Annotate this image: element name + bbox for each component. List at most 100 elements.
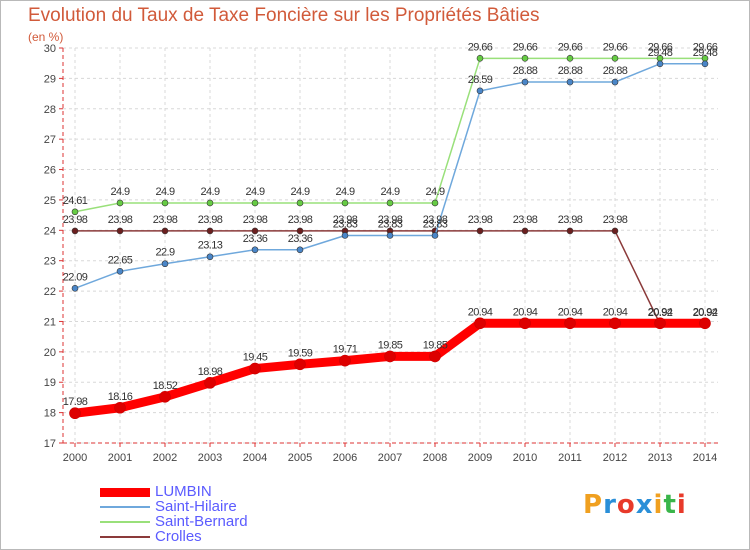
point-lumbin xyxy=(204,377,216,389)
chart-unit: (en %) xyxy=(28,30,64,44)
data-label-saint-bernard: 24.9 xyxy=(200,186,219,198)
x-tick-label: 2005 xyxy=(288,452,312,464)
data-label-saint-bernard: 29.66 xyxy=(648,41,673,53)
data-label-crolles: 23.98 xyxy=(513,214,538,226)
data-label-saint-bernard: 24.9 xyxy=(290,186,309,198)
point-lumbin xyxy=(114,401,126,414)
legend-swatch xyxy=(100,487,150,497)
data-label-saint-hilaire: 29.48 xyxy=(693,47,718,59)
data-label-saint-bernard: 24.9 xyxy=(335,186,354,198)
point-saint-bernard xyxy=(521,55,529,62)
y-tick-label: 22 xyxy=(44,286,56,298)
point-crolles xyxy=(521,227,529,235)
data-label-saint-hilaire: 22.09 xyxy=(63,271,88,283)
point-saint-hilaire xyxy=(431,232,439,239)
data-label-crolles: 23.98 xyxy=(558,214,583,226)
data-label-crolles: 23.98 xyxy=(423,214,448,226)
x-tick-label: 2011 xyxy=(558,452,582,464)
legend-label: Crolles xyxy=(155,528,202,545)
data-label-lumbin: 18.16 xyxy=(108,391,133,403)
y-tick-label: 25 xyxy=(44,195,56,207)
data-label-lumbin: 20.94 xyxy=(558,306,583,318)
proxiti-logo: Proxiti xyxy=(583,490,687,520)
data-label-saint-bernard: 29.66 xyxy=(693,41,718,53)
logo-letter: P xyxy=(583,490,604,520)
data-label-crolles: 23.98 xyxy=(198,214,223,226)
data-label-lumbin: 20.94 xyxy=(693,306,718,318)
x-tick-label: 2014 xyxy=(693,452,717,464)
x-tick-label: 2001 xyxy=(108,452,132,464)
y-tick-label: 20 xyxy=(44,347,56,359)
logo-letter: x xyxy=(635,490,654,520)
x-tick-label: 2008 xyxy=(423,452,447,464)
data-label-crolles: 23.98 xyxy=(108,214,133,226)
data-label-saint-bernard: 24.9 xyxy=(155,186,174,198)
data-label-crolles: 23.98 xyxy=(333,214,358,226)
data-label-saint-hilaire: 23.36 xyxy=(288,233,313,245)
point-crolles xyxy=(116,227,124,235)
x-tick-label: 2012 xyxy=(603,452,627,464)
data-label-saint-hilaire: 29.48 xyxy=(648,47,673,59)
y-tick-label: 29 xyxy=(44,73,56,85)
y-tick-label: 24 xyxy=(44,225,56,237)
point-saint-hilaire xyxy=(386,232,394,239)
point-saint-hilaire xyxy=(206,253,214,261)
x-tick-label: 2003 xyxy=(198,452,222,464)
point-crolles xyxy=(71,227,79,235)
point-saint-hilaire xyxy=(701,60,709,68)
point-saint-hilaire xyxy=(611,78,619,86)
data-label-saint-bernard: 29.66 xyxy=(558,41,583,53)
point-lumbin xyxy=(474,317,486,330)
y-tick-label: 21 xyxy=(44,316,56,328)
data-label-lumbin: 20.94 xyxy=(603,306,628,318)
point-lumbin xyxy=(159,391,171,403)
data-label-crolles: 23.98 xyxy=(468,214,493,226)
point-saint-hilaire xyxy=(656,60,664,68)
y-tick-label: 26 xyxy=(44,165,56,177)
point-saint-hilaire xyxy=(476,87,484,95)
legend-swatch xyxy=(100,536,150,538)
x-tick-label: 2006 xyxy=(333,452,357,464)
point-lumbin xyxy=(564,317,576,330)
point-crolles xyxy=(251,227,259,235)
data-label-lumbin: 19.85 xyxy=(423,339,448,351)
axes: 17 18 19 20 21 22 23 24 25 26 27 28 29 30 2000 2001 2002… xyxy=(44,43,718,464)
data-label-saint-bernard: 24.9 xyxy=(425,186,444,198)
point-lumbin xyxy=(519,317,531,330)
point-crolles xyxy=(566,227,574,235)
point-saint-hilaire xyxy=(161,260,169,268)
logo-letter: r xyxy=(603,490,617,520)
data-label-lumbin: 18.98 xyxy=(198,366,223,378)
chart-title: Evolution du Taux de Taxe Foncière sur l… xyxy=(28,5,540,26)
point-crolles xyxy=(296,227,304,235)
point-saint-bernard xyxy=(386,199,394,207)
point-saint-bernard xyxy=(566,55,574,62)
point-saint-hilaire xyxy=(566,78,574,86)
point-saint-hilaire xyxy=(521,78,529,86)
data-label-saint-bernard: 24.9 xyxy=(245,186,264,198)
point-saint-bernard xyxy=(71,208,79,216)
grid xyxy=(63,47,718,444)
data-label-saint-hilaire: 23.83 xyxy=(333,218,358,230)
data-label-crolles: 23.98 xyxy=(288,214,313,226)
point-saint-hilaire xyxy=(296,246,304,254)
data-label-lumbin: 19.59 xyxy=(288,347,313,359)
data-label-saint-hilaire: 22.65 xyxy=(108,254,133,266)
y-tick-label: 28 xyxy=(44,104,56,116)
x-tick-label: 2009 xyxy=(468,452,492,464)
data-label-saint-hilaire: 28.88 xyxy=(513,65,538,77)
data-label-crolles: 23.98 xyxy=(153,214,178,226)
point-saint-bernard xyxy=(476,55,484,62)
y-tick-label: 19 xyxy=(44,377,56,389)
y-tick-label: 17 xyxy=(44,438,56,450)
data-label-lumbin: 19.45 xyxy=(243,352,268,364)
point-saint-bernard xyxy=(611,55,619,62)
data-label-crolles: 23.98 xyxy=(378,214,403,226)
data-label-saint-hilaire: 23.83 xyxy=(378,218,403,230)
data-labels: 23.98 23.98 23.98 23.98 23.98 23.98 23.98 23.98… xyxy=(63,41,719,408)
data-label-crolles: 20.92 xyxy=(693,307,718,319)
point-crolles xyxy=(161,227,169,235)
legend-label: LUMBIN xyxy=(155,483,212,500)
x-tick-label: 2000 xyxy=(63,452,87,464)
data-label-saint-hilaire: 28.88 xyxy=(603,65,628,77)
